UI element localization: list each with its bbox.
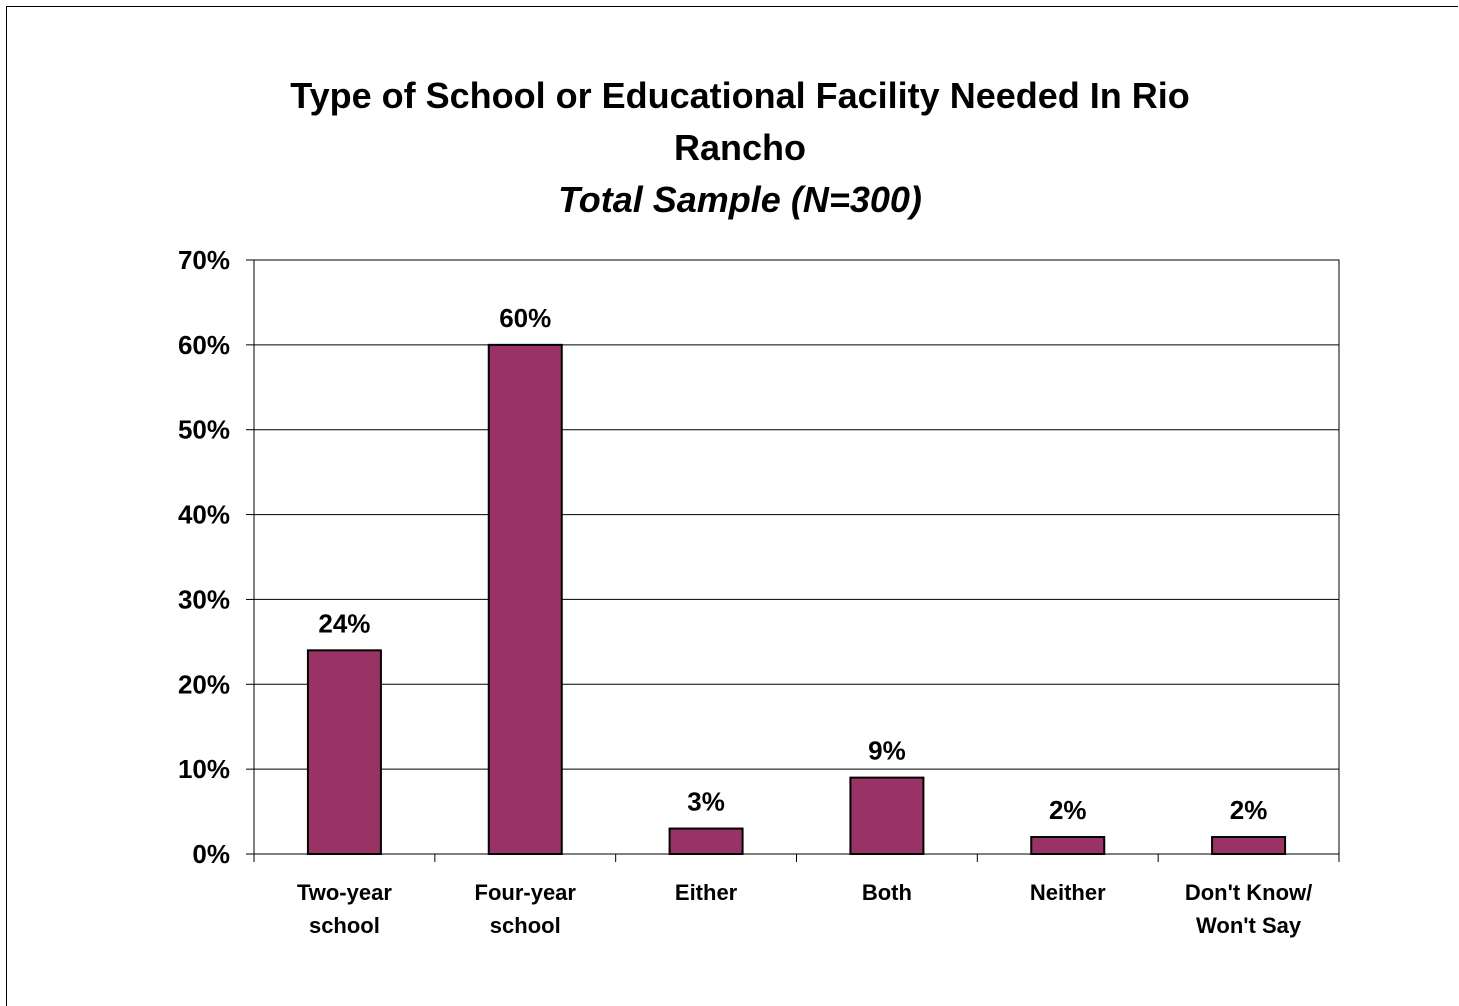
y-tick-label: 40% — [178, 500, 230, 530]
x-category-label: Won't Say — [1196, 913, 1302, 938]
bar-value-label: 2% — [1049, 795, 1087, 825]
bar — [306, 649, 382, 855]
bar-value-label: 2% — [1230, 795, 1268, 825]
plot-area — [253, 259, 1340, 855]
bar — [1030, 836, 1106, 855]
x-category-label: Four-year — [475, 880, 577, 905]
bar-value-label: 24% — [318, 608, 370, 638]
chart-subtitle: Total Sample (N=300) — [558, 179, 922, 220]
chart-title-line-2: Rancho — [673, 127, 806, 168]
bar — [487, 343, 563, 855]
x-category-label: Two-year — [297, 880, 392, 905]
bar — [1211, 836, 1287, 855]
y-tick-label: 70% — [178, 245, 230, 275]
y-tick-label: 10% — [178, 754, 230, 784]
bar — [668, 827, 744, 855]
bar-value-label: 9% — [868, 736, 906, 766]
x-category-label: school — [309, 913, 380, 938]
x-category-label: Neither — [1030, 880, 1106, 905]
y-tick-label: 0% — [192, 839, 230, 869]
x-category-label: Don't Know/ — [1185, 880, 1312, 905]
y-tick-label: 60% — [178, 330, 230, 360]
chart-title-line-1: Type of School or Educational Facility N… — [290, 75, 1190, 116]
x-category-label: Either — [675, 880, 738, 905]
x-category-label: school — [490, 913, 561, 938]
x-category-label: Both — [862, 880, 912, 905]
y-tick-label: 30% — [178, 584, 230, 614]
bar-value-label: 60% — [499, 303, 551, 333]
y-tick-label: 50% — [178, 415, 230, 445]
chart-title-block: Type of School or Educational Facility N… — [0, 70, 1459, 226]
bar-value-label: 3% — [687, 787, 725, 817]
y-tick-label: 20% — [178, 669, 230, 699]
bar — [849, 776, 925, 856]
